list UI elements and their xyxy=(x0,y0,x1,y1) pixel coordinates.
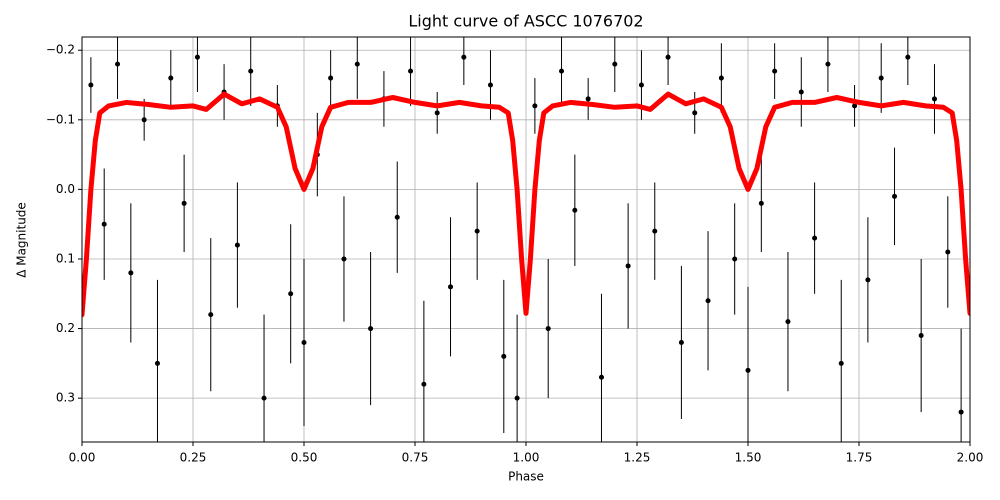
data-point xyxy=(208,312,214,318)
data-point xyxy=(501,353,507,359)
x-tick-label: 0.00 xyxy=(69,451,96,465)
data-point xyxy=(598,374,604,380)
data-point xyxy=(785,319,791,325)
y-tick-label: 0.1 xyxy=(56,251,75,265)
data-point xyxy=(745,367,751,373)
data-point xyxy=(585,96,591,102)
data-point xyxy=(545,326,551,332)
data-point xyxy=(678,339,684,345)
data-point xyxy=(434,110,440,116)
y-axis-label: Δ Magnitude xyxy=(15,202,29,278)
data-point xyxy=(341,256,347,262)
x-tick-label: 1.25 xyxy=(624,451,651,465)
data-point xyxy=(101,221,107,227)
data-point xyxy=(572,207,578,213)
data-point xyxy=(958,409,964,415)
data-point xyxy=(905,54,911,60)
data-point xyxy=(625,263,631,269)
data-point xyxy=(234,242,240,248)
data-point xyxy=(408,68,414,74)
data-point xyxy=(838,360,844,366)
data-point xyxy=(532,103,538,109)
data-point xyxy=(665,54,671,60)
data-point xyxy=(825,61,831,67)
x-tick-label: 2.00 xyxy=(957,451,984,465)
data-point xyxy=(301,339,307,345)
data-point xyxy=(128,270,134,276)
data-point xyxy=(865,277,871,283)
x-tick-label: 1.75 xyxy=(846,451,873,465)
y-tick-label: −0.2 xyxy=(46,43,75,57)
x-tick-label: 1.50 xyxy=(735,451,762,465)
data-point xyxy=(368,326,374,332)
data-point xyxy=(421,381,427,387)
data-point xyxy=(115,61,121,67)
data-point xyxy=(718,75,724,81)
data-point xyxy=(559,68,565,74)
x-tick-label: 0.25 xyxy=(180,451,207,465)
data-point xyxy=(692,110,698,116)
data-point xyxy=(812,235,818,241)
x-tick-label: 0.75 xyxy=(402,451,429,465)
data-point xyxy=(732,256,738,262)
data-point xyxy=(852,103,858,109)
data-point xyxy=(487,82,493,88)
data-point xyxy=(945,249,951,255)
data-point xyxy=(798,89,804,95)
x-tick-label: 0.50 xyxy=(291,451,318,465)
data-point xyxy=(154,360,160,366)
data-point xyxy=(194,54,200,60)
data-point xyxy=(328,75,334,81)
data-point xyxy=(638,82,644,88)
data-point xyxy=(705,298,711,304)
y-tick-label: 0.3 xyxy=(56,391,75,405)
data-point xyxy=(141,117,147,123)
data-point xyxy=(261,395,267,401)
data-point xyxy=(448,284,454,290)
data-point xyxy=(88,82,94,88)
y-tick-label: 0.0 xyxy=(56,182,75,196)
data-point xyxy=(772,68,778,74)
data-point xyxy=(878,75,884,81)
data-point xyxy=(248,68,254,74)
data-point xyxy=(461,54,467,60)
data-point xyxy=(514,395,520,401)
data-point xyxy=(288,291,294,297)
data-point xyxy=(931,96,937,102)
y-tick-label: −0.1 xyxy=(46,112,75,126)
axes: 0.00 0.25 0.50 0.75 1.00 1.25 1.50 1.75 2.00 −0.2… xyxy=(46,43,984,465)
x-tick-label: 1.00 xyxy=(513,451,540,465)
data-point xyxy=(758,200,764,206)
data-point xyxy=(612,61,618,67)
data-point xyxy=(474,228,480,234)
x-axis-label: Phase xyxy=(508,470,544,484)
data-point xyxy=(394,214,400,220)
chart-title: Light curve of ASCC 1076702 xyxy=(408,12,643,31)
data-point xyxy=(652,228,658,234)
data-point xyxy=(168,75,174,81)
y-tick-label: 0.2 xyxy=(56,321,75,335)
data-point xyxy=(892,193,898,199)
marks xyxy=(82,37,970,442)
model-curve xyxy=(82,91,970,318)
data-point xyxy=(918,333,924,339)
data-point xyxy=(354,61,360,67)
data-point xyxy=(181,200,187,206)
